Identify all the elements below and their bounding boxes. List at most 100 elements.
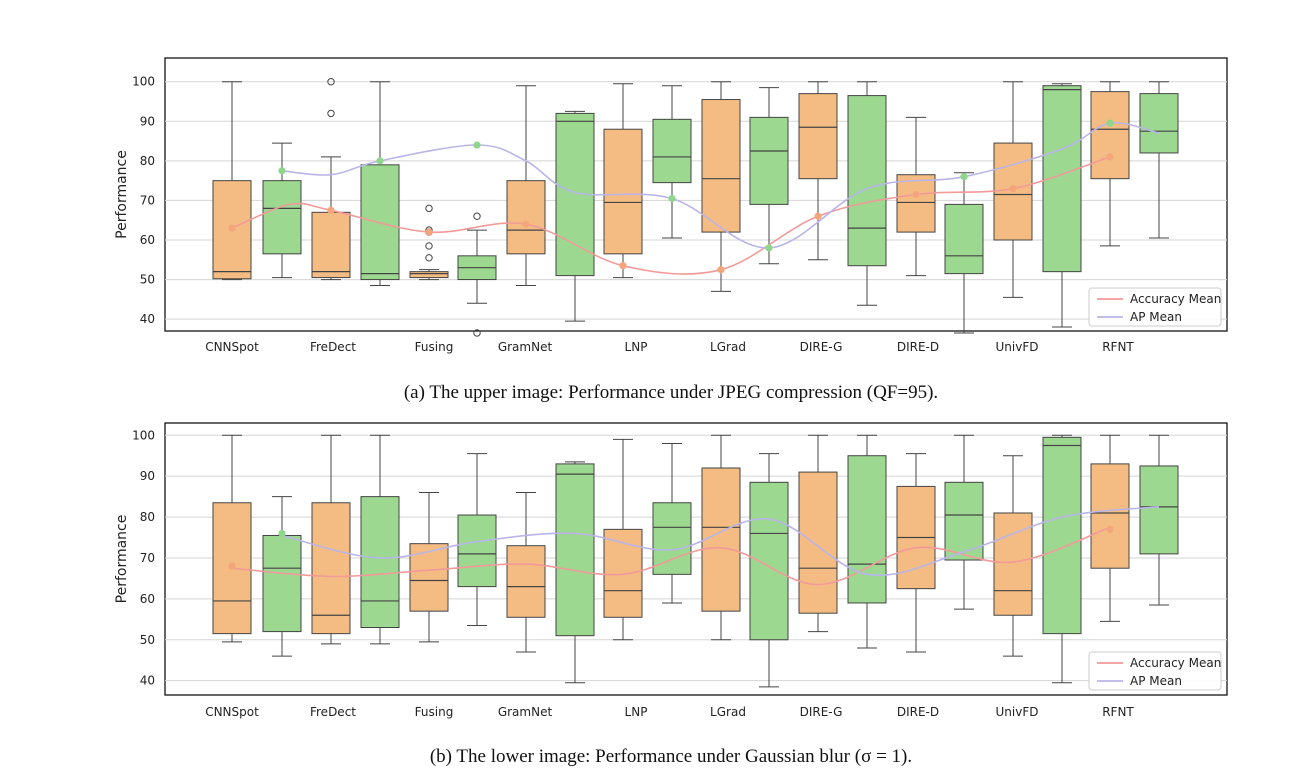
ap-box	[847, 434, 887, 649]
accuracy-box	[603, 83, 643, 279]
accuracy-box	[506, 492, 546, 653]
ap-box	[360, 81, 400, 286]
ap-box	[262, 142, 302, 279]
box-iqr	[993, 512, 1033, 616]
outlier-point	[327, 78, 335, 86]
box-iqr	[798, 93, 838, 180]
ap-box	[1042, 434, 1082, 684]
accuracy-box	[603, 438, 643, 641]
y-axis-label: Performance	[114, 150, 130, 239]
y-tick-label: 100	[132, 428, 155, 442]
accuracy-box	[212, 434, 252, 643]
box-iqr	[1042, 436, 1082, 635]
y-tick-label: 90	[140, 114, 155, 128]
accuracy-mean-point	[522, 220, 530, 228]
ap-box	[847, 81, 887, 306]
caption-jpeg: (a) The upper image: Performance under J…	[404, 382, 938, 403]
y-tick-label: 50	[140, 273, 155, 287]
ap-mean-point	[960, 173, 968, 181]
x-tick-label: DIRE-D	[897, 340, 939, 354]
ap-mean-point	[278, 529, 286, 538]
x-tick-label: Fusing	[415, 705, 454, 719]
box-iqr	[749, 481, 789, 641]
accuracy-box	[1090, 434, 1130, 622]
accuracy-box	[506, 85, 546, 286]
x-tick-label: FreDect	[310, 705, 356, 719]
accuracy-box	[798, 434, 838, 633]
outlier-point	[473, 212, 481, 220]
box-iqr	[944, 481, 984, 561]
ap-box	[944, 172, 984, 334]
box-iqr	[1139, 93, 1179, 154]
legend: Accuracy Mean AP Mean	[1088, 287, 1222, 327]
y-tick-label: 100	[132, 75, 155, 89]
x-tick-label: GramNet	[498, 705, 553, 719]
box-iqr	[749, 116, 789, 205]
box-iqr	[896, 174, 936, 233]
accuracy-box	[993, 455, 1033, 657]
plot-gaussian-blur: 40 50 60 70 80 90 100 Performance CNNSpot FreDect…	[114, 422, 1228, 719]
x-tick-label: DIRE-G	[800, 340, 843, 354]
accuracy-box	[311, 434, 351, 645]
y-tick-label: 70	[140, 551, 155, 565]
plot-jpeg-compression: 40 50 60 70 80 90 100 Performance CNNSpot FreDect…	[114, 57, 1228, 354]
box-iqr	[652, 118, 692, 184]
x-tick-label: CNNSpot	[205, 340, 259, 354]
box-iqr	[944, 203, 984, 275]
ap-box	[749, 453, 789, 688]
y-tick-label: 60	[140, 233, 155, 247]
box-iqr	[847, 95, 887, 267]
box-iqr	[701, 467, 741, 612]
x-tick-label: Fusing	[415, 340, 454, 354]
ap-mean-point	[376, 157, 384, 165]
ap-mean-point	[765, 244, 773, 252]
accuracy-mean-point	[1106, 525, 1114, 533]
x-tick-label: LNP	[625, 705, 648, 719]
y-tick-label: 40	[140, 312, 155, 326]
y-tick-label: 80	[140, 510, 155, 524]
box-iqr	[603, 528, 643, 618]
accuracy-mean-point	[425, 228, 433, 236]
x-tick-label: DIRE-G	[800, 705, 843, 719]
box-iqr	[603, 128, 643, 255]
legend-accuracy-label: Accuracy Mean	[1130, 656, 1221, 670]
box-iqr	[847, 455, 887, 604]
box-iqr	[1090, 91, 1130, 180]
x-tick-label: LGrad	[710, 340, 746, 354]
accuracy-mean-point	[717, 266, 725, 274]
accuracy-mean-point	[1009, 184, 1017, 193]
x-tick-label: DIRE-D	[897, 705, 939, 719]
legend-ap-label: AP Mean	[1130, 674, 1182, 688]
accuracy-box	[701, 434, 741, 641]
y-tick-label: 80	[140, 154, 155, 168]
box-iqr	[311, 502, 351, 635]
y-tick-label: 70	[140, 193, 155, 207]
box-iqr	[506, 545, 546, 618]
box-iqr	[262, 180, 302, 255]
outlier-point	[425, 242, 433, 250]
accuracy-mean-point	[327, 206, 335, 214]
accuracy-box	[311, 78, 351, 281]
x-tick-label: LGrad	[710, 705, 746, 719]
box-iqr	[311, 211, 351, 279]
outlier-point	[473, 329, 481, 337]
ap-box	[652, 85, 692, 239]
accuracy-mean-line	[231, 526, 1111, 586]
accuracy-box	[798, 81, 838, 261]
ap-mean-point	[473, 141, 481, 149]
ap-mean-point	[1106, 119, 1114, 127]
box-iqr	[652, 502, 692, 575]
y-tick-label: 50	[140, 633, 155, 647]
accuracy-mean-point	[912, 190, 920, 199]
accuracy-box	[896, 116, 936, 277]
ap-box	[1139, 434, 1179, 606]
ap-box	[457, 453, 497, 626]
ap-box	[944, 434, 984, 610]
accuracy-mean-point	[228, 562, 236, 570]
box-iqr	[701, 99, 741, 233]
box-iqr	[506, 180, 546, 255]
accuracy-mean-point	[619, 262, 627, 270]
box-iqr	[360, 496, 400, 629]
ap-box	[749, 87, 789, 265]
ap-box	[457, 212, 497, 337]
